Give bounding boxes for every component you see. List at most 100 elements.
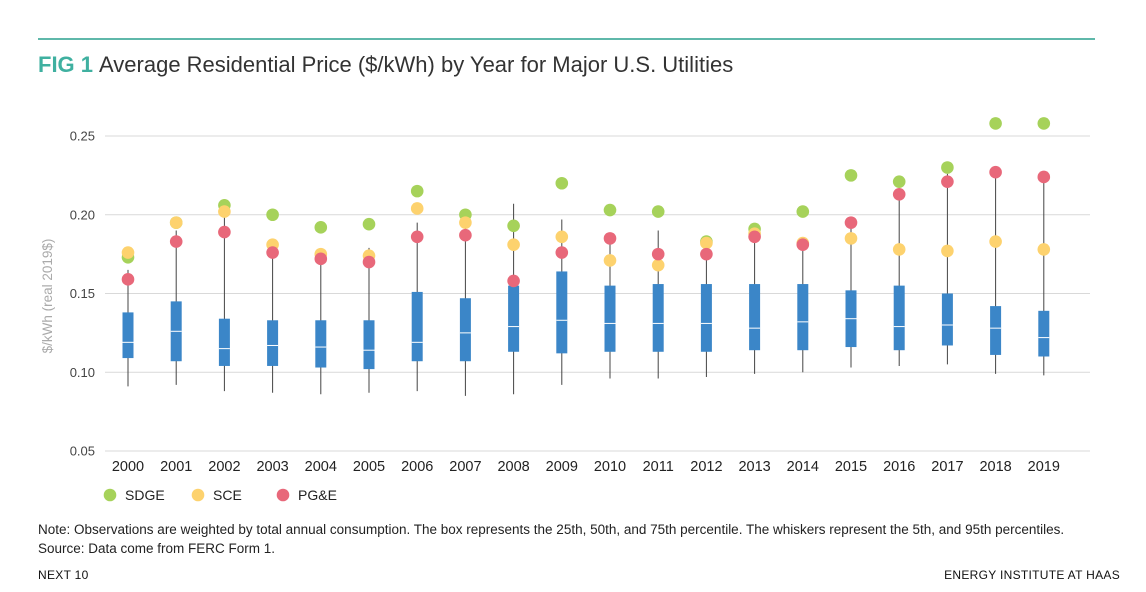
pge-dot: [700, 247, 713, 261]
y-axis-label: $/kWh (real 2019$): [40, 239, 55, 354]
box: [990, 306, 1002, 355]
legend-sdge-marker: [103, 488, 117, 502]
sce-dot: [507, 238, 520, 251]
pge-dot: [459, 228, 472, 242]
pge-dot: [651, 247, 665, 261]
pge-dot: [941, 175, 954, 188]
legend-pge-marker: [276, 488, 290, 502]
sdge-dot: [941, 161, 954, 174]
sdge-dot: [314, 221, 328, 234]
sce-dot: [121, 246, 135, 259]
box: [652, 284, 664, 352]
pge-dot: [266, 246, 279, 259]
sce-dot: [410, 202, 424, 215]
box: [893, 285, 905, 351]
x-tick-label: 2013: [738, 459, 770, 475]
x-tick-label: 2004: [305, 459, 337, 475]
utility-dots: [121, 117, 1051, 288]
box: [363, 320, 375, 370]
pge-dot: [410, 230, 424, 244]
legend: SDGE SCE PG&E: [103, 487, 337, 503]
box: [267, 320, 279, 366]
box-series: [122, 170, 1050, 396]
pge-dot: [844, 216, 858, 229]
pge-dot: [603, 232, 617, 245]
x-tick-label: 2016: [883, 459, 915, 475]
x-tick-label: 2008: [497, 459, 529, 475]
box: [700, 284, 712, 352]
x-tick-label: 2005: [353, 459, 385, 475]
pge-dot: [1037, 170, 1051, 184]
sdge-dot: [796, 205, 810, 218]
sdge-dot: [362, 217, 376, 231]
box: [122, 312, 134, 359]
box: [749, 284, 761, 351]
box: [797, 284, 809, 351]
sdge-dot: [555, 176, 569, 190]
pge-dot: [748, 230, 761, 244]
sce-dot: [651, 258, 665, 272]
sce-dot: [1037, 243, 1051, 256]
box: [604, 285, 616, 352]
x-tick-label: 2015: [835, 459, 867, 475]
legend-pge-label: PG&E: [298, 487, 337, 503]
box: [1038, 310, 1050, 357]
box: [556, 271, 568, 354]
pge-dot: [892, 187, 906, 201]
pge-dot: [314, 252, 328, 266]
x-tick-label: 2018: [979, 459, 1011, 475]
top-rule: [38, 38, 1095, 40]
x-tick-label: 2019: [1028, 459, 1060, 475]
y-tick-label: 0.10: [70, 365, 95, 380]
sdge-dot: [1037, 117, 1051, 130]
x-tick-label: 2009: [546, 459, 578, 475]
pge-dot: [169, 235, 183, 248]
x-tick-label: 2006: [401, 459, 433, 475]
pge-dot: [507, 274, 520, 288]
pge-dot: [989, 165, 1002, 179]
sce-dot: [218, 205, 231, 218]
sce-dot: [603, 254, 617, 267]
footer-right: ENERGY INSTITUTE AT HAAS: [944, 568, 1120, 582]
gridlines: [105, 135, 1090, 452]
sdge-dot: [507, 219, 520, 233]
sce-dot: [169, 216, 183, 229]
pge-dot: [218, 225, 231, 239]
pge-dot: [121, 273, 135, 286]
box: [508, 285, 520, 352]
sce-dot: [989, 235, 1002, 248]
y-tick-label: 0.15: [70, 286, 95, 301]
x-tick-label: 2011: [643, 459, 674, 475]
pge-dot: [555, 246, 569, 259]
y-axis-ticks: 0.05 0.10 0.15 0.20 0.25: [70, 129, 95, 459]
legend-sce-marker: [191, 488, 205, 502]
sce-dot: [555, 230, 569, 244]
y-tick-label: 0.25: [70, 129, 95, 144]
box: [411, 291, 423, 362]
x-tick-label: 2012: [690, 459, 722, 475]
sdge-dot: [603, 203, 617, 217]
figure-label: FIG 1: [38, 52, 94, 77]
y-tick-label: 0.05: [70, 444, 95, 459]
x-tick-label: 2000: [112, 459, 144, 475]
legend-sce-label: SCE: [213, 487, 242, 503]
y-tick-label: 0.20: [70, 207, 95, 222]
footer-left: NEXT 10: [38, 568, 89, 582]
x-tick-label: 2014: [787, 459, 819, 475]
x-tick-label: 2017: [931, 459, 963, 475]
figure-title-text: Average Residential Price ($/kWh) by Yea…: [99, 52, 734, 77]
figure-title: FIG 1 Average Residential Price ($/kWh) b…: [38, 52, 733, 78]
chart-note: Note: Observations are weighted by total…: [38, 522, 1065, 556]
sce-dot: [892, 243, 906, 256]
box: [941, 293, 953, 346]
sdge-dot: [410, 184, 424, 198]
sce-dot: [844, 232, 858, 245]
sce-dot: [459, 216, 472, 229]
x-tick-label: 2001: [160, 459, 192, 475]
box: [459, 298, 471, 362]
sdge-dot: [651, 205, 665, 218]
sce-dot: [941, 244, 954, 258]
sdge-dot: [266, 208, 279, 222]
pge-dot: [796, 238, 810, 251]
